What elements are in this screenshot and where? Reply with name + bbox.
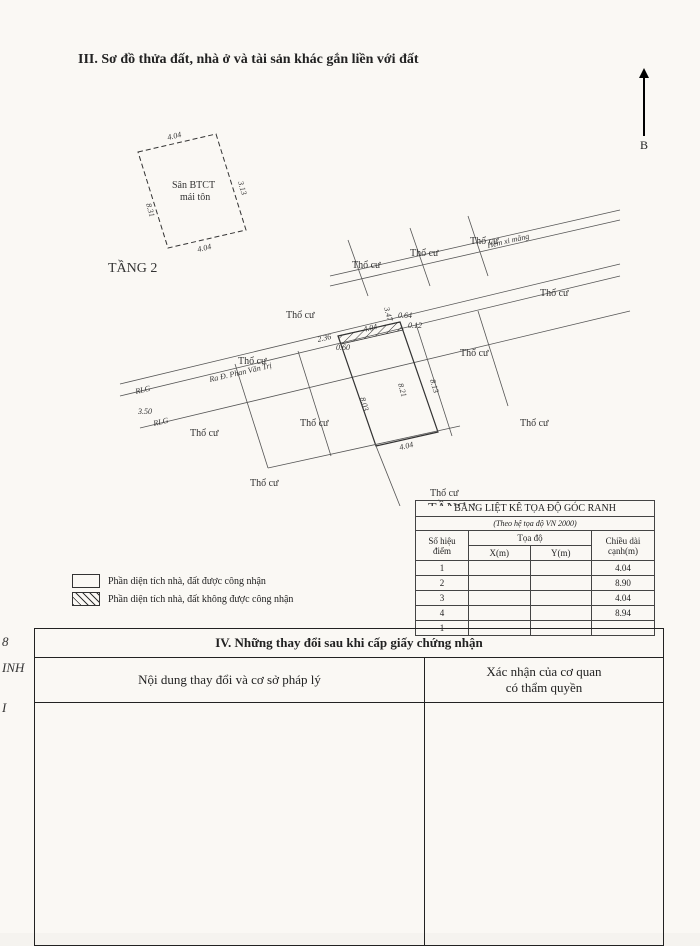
san-label-1: Sân BTCT <box>172 180 215 191</box>
rlg-label-1: RLG <box>133 384 151 396</box>
col-len: Chiều dài cạnh(m) <box>592 531 655 561</box>
tho-cu-8: Thổ cư <box>352 260 381 271</box>
section4-table: IV. Những thay đổi sau khi cấp giấy chứn… <box>34 628 664 946</box>
dim-segb: 0.64 <box>398 311 412 320</box>
dim-t1-left: 8.03 <box>358 396 371 412</box>
coord-row: 34.04 <box>416 591 655 606</box>
col-point: Số hiệu điểm <box>416 531 469 561</box>
section4-title: IV. Những thay đổi sau khi cấp giấy chứn… <box>35 629 664 658</box>
dim-t1-right: 8.13 <box>428 378 441 394</box>
swatch-hatched-icon <box>72 592 100 606</box>
page: III. Sơ đồ thửa đất, nhà ở và tài sản kh… <box>0 0 700 933</box>
tho-cu-7: Thổ cư <box>430 488 459 499</box>
legend-approved-text: Phần diện tích nhà, đất được công nhận <box>108 576 266 587</box>
dim-segc: 2.36 <box>316 332 332 344</box>
dim-t2-right: 3.13 <box>236 179 249 196</box>
coord-subtitle: (Theo hệ tọa độ VN 2000) <box>416 517 655 531</box>
section4-body1 <box>35 703 425 946</box>
dim-segf: 0.12 <box>408 321 422 330</box>
rlg-label-2: RLG <box>151 416 169 428</box>
tho-cu-2: Thổ cư <box>238 356 267 367</box>
tho-cu-10: Thổ cư <box>470 236 499 247</box>
dim-road-w: 3.50 <box>137 407 152 416</box>
col-x: X(m) <box>469 546 531 561</box>
coord-row: 48.94 <box>416 606 655 621</box>
dim-t2-bottom: 4.04 <box>196 242 212 254</box>
tho-cu-1: Thổ cư <box>190 428 219 439</box>
tho-cu-3: Thổ cư <box>300 418 329 429</box>
legend-not-approved: Phần diện tích nhà, đất không được công … <box>72 592 293 606</box>
margin-text-a: 8 <box>2 634 9 650</box>
dim-t2-top: 4.04 <box>166 130 182 142</box>
tho-cu-5: Thổ cư <box>460 348 489 359</box>
margin-text-b: INH <box>2 660 24 676</box>
coord-table: BẢNG LIỆT KÊ TỌA ĐỘ GÓC RANH (Theo hệ tọ… <box>415 500 655 636</box>
coord-row: 14.04 <box>416 561 655 576</box>
floor2-label: TẦNG 2 <box>108 259 157 276</box>
col-y: Y(m) <box>530 546 592 561</box>
col-coord: Tọa độ <box>469 531 592 546</box>
dim-t1-bottom: 4.04 <box>398 440 414 452</box>
tho-cu-6: Thổ cư <box>520 418 549 429</box>
tho-cu-11: Thổ cư <box>540 288 569 299</box>
legend-approved: Phần diện tích nhà, đất được công nhận <box>72 574 293 588</box>
coord-row: 28.90 <box>416 576 655 591</box>
legend: Phần diện tích nhà, đất được công nhận P… <box>72 574 293 610</box>
swatch-plain-icon <box>72 574 100 588</box>
legend-not-approved-text: Phần diện tích nhà, đất không được công … <box>108 594 293 605</box>
section3-title: III. Sơ đồ thửa đất, nhà ở và tài sản kh… <box>78 52 419 68</box>
dim-segd: 0.60 <box>336 343 350 352</box>
dim-t1-mid: 8.21 <box>396 382 409 398</box>
san-label-2: mái tôn <box>180 192 210 203</box>
land-diagram: RLG RLG Ra Đ. Phan Văn Trị 3.50 Hẻm xi m… <box>40 86 650 506</box>
tho-cu-9: Thổ cư <box>410 248 439 259</box>
tho-cu-12: Thổ cư <box>286 310 315 321</box>
tho-cu-4: Thổ cư <box>250 478 279 489</box>
section4-col1: Nội dung thay đổi và cơ sở pháp lý <box>35 658 425 703</box>
section4-col2: Xác nhận của cơ quan có thẩm quyền <box>424 658 663 703</box>
coord-title: BẢNG LIỆT KÊ TỌA ĐỘ GÓC RANH <box>416 501 655 517</box>
margin-text-c: I <box>2 700 6 716</box>
section4-body2 <box>424 703 663 946</box>
